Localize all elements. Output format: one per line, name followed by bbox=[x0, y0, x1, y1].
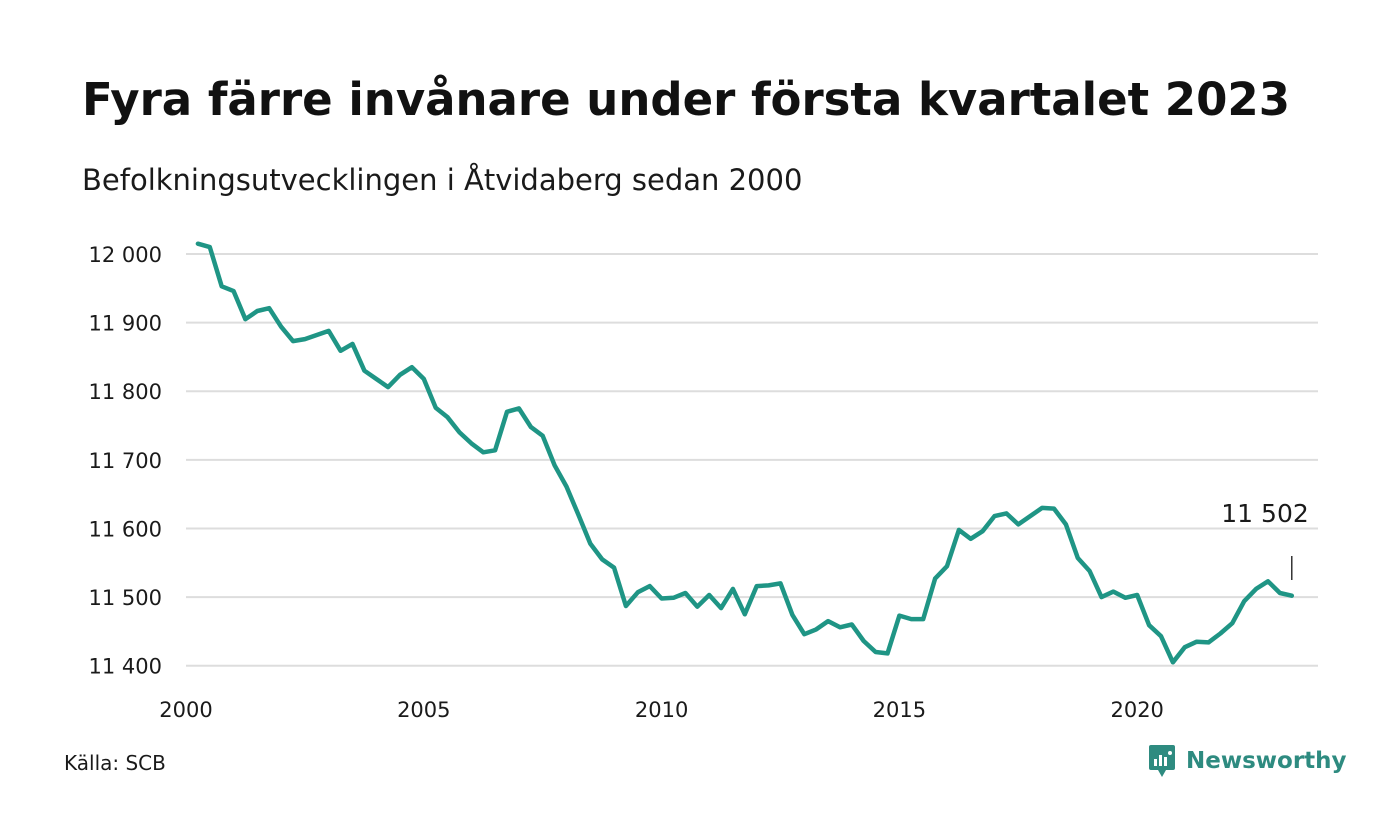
grid-lines bbox=[186, 253, 1318, 667]
x-tick-label: 2020 bbox=[1110, 698, 1163, 722]
newsworthy-logo-icon bbox=[1149, 745, 1175, 777]
y-tick-label: 11 900 bbox=[89, 312, 162, 336]
x-tick-label: 2015 bbox=[873, 698, 926, 722]
annotation-label: 11 502 bbox=[1221, 499, 1308, 528]
y-tick-label: 11 400 bbox=[89, 655, 162, 679]
y-tick-label: 11 800 bbox=[89, 380, 162, 404]
brand-logo: Newsworthy bbox=[1148, 744, 1347, 778]
y-tick-label: 11 600 bbox=[89, 517, 162, 541]
x-tick-label: 2005 bbox=[397, 698, 450, 722]
source-note: Källa: SCB bbox=[64, 751, 166, 775]
x-tick-label: 2010 bbox=[635, 698, 688, 722]
y-axis-ticks: 12 000 11 900 11 800 11 700 11 600 11 500 11 4… bbox=[89, 243, 162, 679]
x-axis-ticks: 2000 2005 2010 2015 2020 bbox=[159, 698, 1164, 722]
series-line-0 bbox=[195, 241, 1295, 665]
annotation: 11 502 bbox=[1221, 499, 1309, 580]
y-tick-label: 12 000 bbox=[89, 243, 162, 267]
brand-name: Newsworthy bbox=[1186, 748, 1347, 774]
chart-title: Fyra färre invånare under första kvartal… bbox=[82, 73, 1291, 126]
series bbox=[195, 241, 1295, 665]
x-tick-label: 2000 bbox=[159, 698, 212, 722]
chart-subtitle: Befolkningsutvecklingen i Åtvidaberg sed… bbox=[82, 163, 803, 197]
y-tick-label: 11 500 bbox=[89, 586, 162, 610]
y-tick-label: 11 700 bbox=[89, 449, 162, 473]
